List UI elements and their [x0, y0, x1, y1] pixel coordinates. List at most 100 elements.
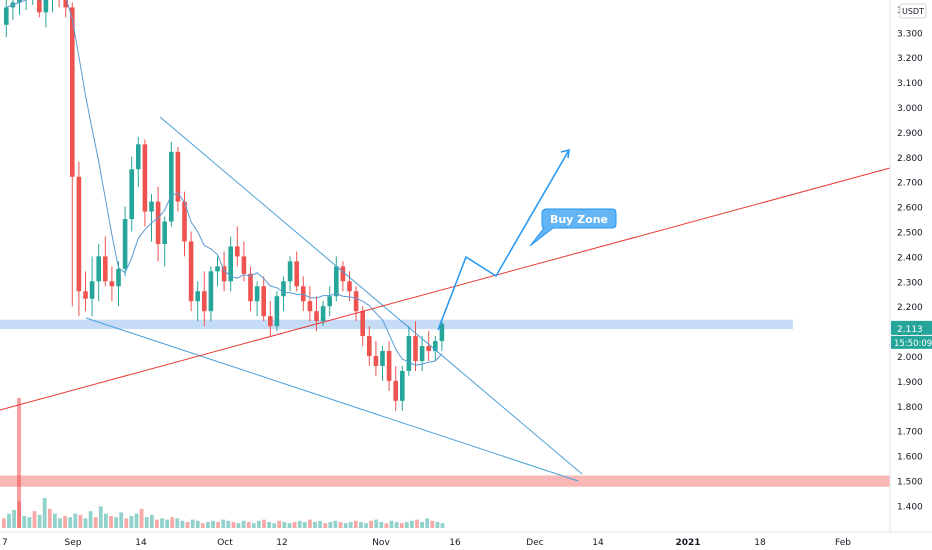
volume-bar — [231, 522, 236, 528]
volume-bar — [435, 522, 440, 528]
volume-bar — [144, 517, 149, 528]
volume-bar — [42, 498, 47, 528]
volume-bar — [104, 513, 108, 528]
moving-average-line — [6, 0, 443, 366]
volume-bar — [124, 518, 129, 528]
candle-body — [96, 256, 101, 282]
volume-bar — [63, 516, 67, 528]
candle-body — [406, 336, 412, 371]
volume-bar — [129, 516, 134, 528]
volume-bar — [109, 516, 113, 528]
candle-body — [63, 0, 68, 8]
candle-body — [393, 380, 398, 401]
price-axis-background — [890, 0, 932, 550]
time-tick-label: 18 — [754, 538, 766, 548]
volume-bar — [236, 523, 241, 528]
volume-bar — [246, 522, 251, 528]
candle-body — [103, 256, 108, 282]
volume-bar — [267, 522, 271, 528]
candle-body — [254, 286, 260, 302]
volume-bar — [323, 523, 328, 528]
volume-bar — [374, 519, 379, 528]
candle-body — [122, 219, 128, 269]
volume-bar — [47, 508, 52, 528]
candle-body — [215, 266, 220, 272]
candle-body — [419, 346, 425, 361]
price-tick-label: 1.400 — [897, 502, 923, 512]
candle-body — [327, 296, 332, 307]
time-tick-label: Nov — [372, 538, 390, 548]
red-trend-line — [0, 167, 891, 411]
volume-bar — [420, 522, 424, 528]
candle-body — [281, 281, 286, 297]
candle-body — [129, 169, 134, 220]
volume-bar — [297, 520, 302, 528]
candle-body — [221, 266, 227, 282]
callout-label: Buy Zone — [550, 213, 608, 226]
lower-zone — [0, 475, 890, 487]
candle-body — [202, 291, 207, 312]
candle-body — [307, 301, 313, 312]
volume-bar — [2, 518, 6, 528]
last-price-label: 2.113 — [897, 325, 923, 335]
price-tick-label: 1.500 — [897, 478, 923, 488]
projection-arrow-head — [560, 149, 570, 159]
volume-bar — [333, 520, 338, 528]
candle-body — [380, 351, 385, 366]
time-tick-label: 14 — [135, 538, 147, 548]
time-tick-label: 16 — [449, 538, 461, 548]
volume-bar — [399, 523, 404, 528]
wedge-lower-line — [85, 317, 579, 482]
candle-body — [175, 151, 181, 202]
volume-bar — [175, 518, 180, 528]
candle-body — [142, 144, 148, 212]
price-tick-label: 3.300 — [897, 29, 923, 39]
volume-bar — [308, 519, 312, 528]
volume-bar — [160, 518, 164, 528]
countdown-tag — [891, 335, 932, 349]
candle-body — [83, 291, 88, 299]
volume-bar — [257, 520, 261, 528]
volume-bar — [58, 518, 62, 528]
volume-bar — [348, 522, 353, 528]
candle-body — [116, 268, 121, 287]
candle-body — [182, 201, 187, 242]
candle-body — [43, 0, 49, 13]
price-tick-label: 2.500 — [897, 229, 923, 239]
volume-bar — [27, 517, 32, 528]
price-tick-label: 3.200 — [897, 54, 923, 64]
price-tick-label: 1.900 — [897, 378, 923, 388]
currency-box — [899, 3, 927, 19]
trend-drawings: Buy Zone — [0, 116, 891, 482]
volume-bar — [200, 523, 205, 528]
volume-bar — [389, 520, 394, 528]
volume-bar — [440, 523, 445, 528]
volume-bars — [2, 398, 445, 528]
volume-spike — [17, 398, 21, 528]
volume-bar — [292, 522, 297, 528]
price-tick-label: 1.800 — [897, 403, 923, 413]
candle-body — [109, 281, 115, 287]
time-tick-label: 12 — [276, 538, 287, 548]
volume-bar — [53, 513, 57, 528]
volume-bar — [415, 519, 419, 528]
price-tick-label: 2.200 — [897, 303, 923, 313]
candle-body — [248, 273, 253, 302]
candle-body — [413, 336, 418, 361]
time-tick-label: 7 — [2, 538, 8, 548]
volume-bar — [394, 522, 399, 528]
volume-bar — [251, 523, 256, 528]
candle-body — [314, 311, 319, 322]
candle-body — [334, 266, 339, 297]
volume-bar — [241, 520, 246, 528]
candle-body — [340, 266, 346, 282]
time-tick-label: Oct — [217, 538, 233, 548]
volume-bar — [359, 522, 363, 528]
time-tick-label: 2021 — [675, 538, 700, 548]
volume-bar — [88, 511, 93, 528]
volume-bar — [287, 523, 292, 528]
price-tick-label: 2.600 — [897, 204, 923, 214]
countdown-label: 15:50:09 — [894, 339, 932, 349]
candle-body — [373, 356, 379, 366]
